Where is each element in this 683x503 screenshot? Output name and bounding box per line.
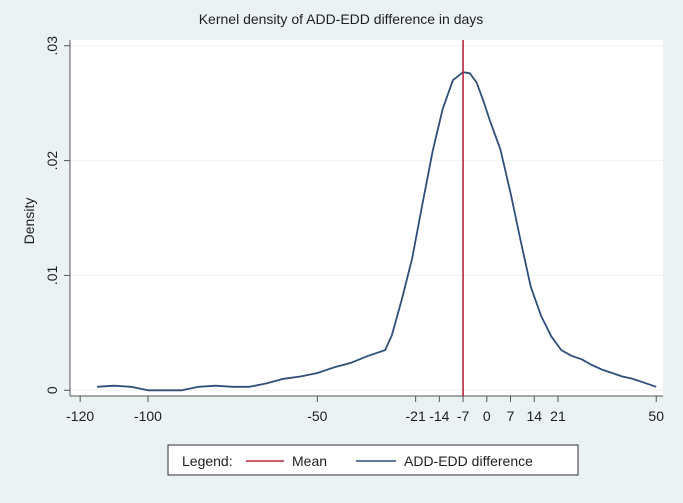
y-tick-label: 0	[44, 386, 60, 394]
density-curve	[97, 71, 657, 392]
y-tick-label: .01	[44, 265, 60, 285]
legend-title: Legend:	[182, 453, 233, 469]
legend-label-mean: Mean	[292, 453, 327, 469]
x-tick-label: 14	[526, 408, 542, 424]
chart-title: Kernel density of ADD-EDD difference in …	[199, 11, 484, 27]
series-layer	[97, 40, 657, 396]
x-tick-label: -14	[429, 408, 449, 424]
x-tick-label: -120	[66, 408, 94, 424]
legend-box	[167, 444, 579, 476]
x-tick-label: -21	[406, 408, 426, 424]
x-tick-label: -100	[134, 408, 162, 424]
x-tick-label: -7	[457, 408, 470, 424]
y-axis-label: Density	[21, 198, 37, 245]
y-tick-label: .03	[44, 36, 60, 56]
legend: Legend: Mean ADD-EDD difference	[167, 444, 579, 476]
x-tick-label: -50	[307, 408, 327, 424]
x-tick-label: 7	[507, 408, 515, 424]
axis-layer: 0.01.02.03-120 -100 -50 -21 -14 -7 0 7 14 21 50	[44, 36, 664, 424]
x-tick-label: 21	[550, 408, 566, 424]
x-tick-label: 50	[648, 408, 664, 424]
plot-area	[70, 40, 663, 396]
y-tick-label: .02	[44, 151, 60, 171]
x-tick-label: 0	[483, 408, 491, 424]
legend-label-density: ADD-EDD difference	[404, 453, 533, 469]
